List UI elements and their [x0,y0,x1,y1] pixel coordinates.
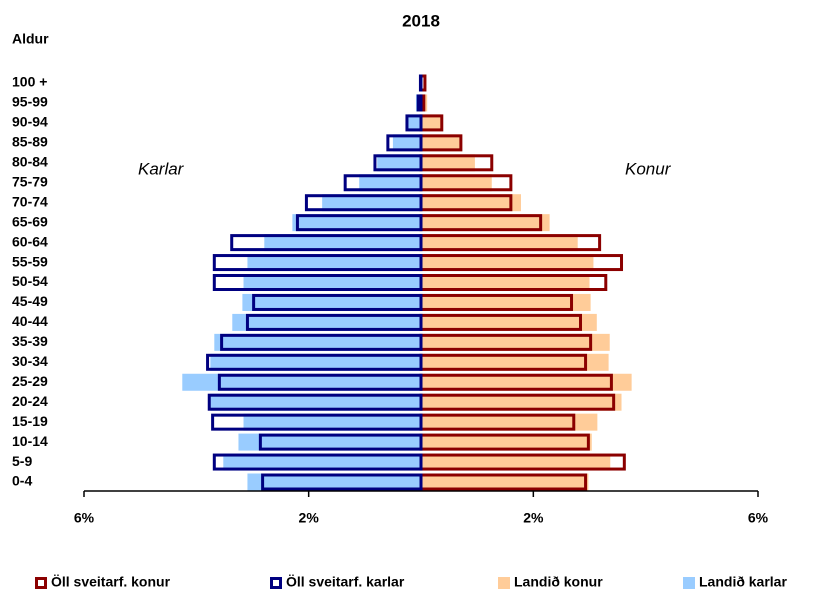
bar [421,353,609,371]
legend-label: Landið karlar [699,574,787,590]
bar [247,473,421,491]
bar [421,114,442,132]
bar-outline [405,114,423,132]
bar [223,453,421,471]
category-label: 85-89 [12,134,48,150]
bar [264,234,421,252]
bar [322,194,421,212]
bar [392,134,421,152]
legend-marker [498,577,510,589]
category-label: 75-79 [12,173,48,189]
category-label: 5-9 [12,453,32,469]
bar [421,313,597,331]
bar-outline [211,413,423,431]
chart-title: 2018 [402,11,440,30]
category-label: 55-59 [12,253,48,269]
bar [421,214,550,232]
category-label: 80-84 [12,154,48,170]
category-label: 25-29 [12,373,48,389]
bar [421,234,578,252]
side-label: Karlar [138,159,185,178]
bar [421,274,590,291]
bar [421,254,594,272]
bar [421,373,632,391]
bar-outline [217,373,423,391]
bar [243,274,421,291]
bar [421,154,475,172]
bar-outline [230,234,423,252]
bar-outline [245,313,423,331]
bar [292,214,421,232]
legend-label: Landið konur [514,574,603,590]
y-axis-label: Aldur [12,31,49,47]
category-label: 100 + [12,74,47,90]
category-label: 50-54 [12,273,48,289]
category-label: 35-39 [12,333,48,349]
bar [238,433,421,451]
x-tick-label: 2% [299,510,320,526]
bar-outline [386,134,423,152]
category-label: 30-34 [12,353,48,369]
bar [232,313,421,331]
bar [210,353,421,371]
bar [359,174,421,192]
legend-label: Öll sveitarf. karlar [286,574,405,590]
bar [421,413,598,431]
category-label: 0-4 [12,473,32,489]
x-tick-label: 6% [748,510,769,526]
category-label: 60-64 [12,233,48,249]
bar-outline [252,293,423,311]
bar-outline [304,194,423,212]
bar-outline [207,393,423,411]
legend-marker [683,577,695,589]
bar-outline [212,274,423,291]
bar [377,154,421,172]
category-label: 15-19 [12,413,48,429]
legend-marker [270,577,282,589]
bar [242,293,421,311]
side-label: Konur [625,159,672,178]
bar-outline [343,174,423,192]
category-label: 10-14 [12,433,48,449]
bar-outline [258,433,423,451]
bar [408,114,421,132]
bar [421,174,492,192]
category-label: 20-24 [12,393,48,409]
category-label: 40-44 [12,313,48,329]
category-label: 45-49 [12,293,48,309]
legend-marker [35,577,47,589]
bar-outline [261,473,423,491]
bar [421,433,592,451]
bar-outline [416,94,423,112]
bar [421,134,463,152]
bar [421,393,622,411]
category-label: 70-74 [12,193,48,209]
bar-outline [212,254,423,272]
bar [210,393,421,411]
bar-outline [220,333,423,351]
bar [421,194,521,212]
x-tick-label: 2% [523,510,544,526]
x-tick-label: 6% [74,510,95,526]
legend-label: Öll sveitarf. konur [51,574,171,590]
category-label: 65-69 [12,213,48,229]
bar-outline [418,74,423,92]
bar [247,254,421,272]
bar [421,453,611,471]
bar [421,293,591,311]
bar-outline [206,353,423,371]
bar-outline [212,453,423,471]
category-label: 90-94 [12,114,48,130]
bar-outline [295,214,423,232]
category-label: 95-99 [12,94,48,110]
bar-outline [373,154,423,172]
bar [214,333,421,351]
bar [421,333,610,351]
bar [243,413,421,431]
bar [421,473,589,491]
bar [182,373,421,391]
